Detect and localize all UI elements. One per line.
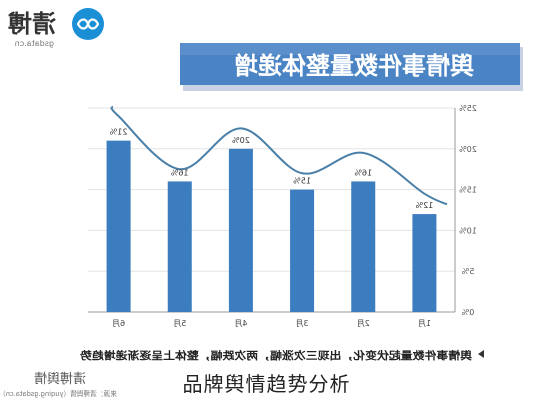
x-tick-label-wrap: 4月 [234, 319, 247, 328]
x-tick-label-wrap: 1月 [418, 319, 431, 328]
bar [290, 189, 315, 312]
y-tick-label: 25% [459, 104, 477, 113]
image-caption: 品牌舆情趋势分析 [182, 372, 351, 396]
x-tick-label: 2月 [357, 319, 370, 328]
y-tick-label: 5% [461, 267, 474, 276]
y-tick-label: 15% [459, 186, 477, 195]
y-tick-label-wrap: 25% [459, 104, 477, 113]
x-tick-label-wrap: 3月 [296, 319, 309, 328]
note-text: 舆情事件数量起伏变化，出现三次涨幅，两次跌幅，整体上呈逐渐递增趋势 [79, 349, 472, 362]
note-arrow-icon [478, 350, 484, 358]
infinity-logo-glyph [76, 18, 100, 30]
watermark-text: 清博舆情 [34, 372, 86, 387]
plot-area: 0% 5% 10% 15% 20% 25% 21% 16% 20% 15% 16% 12% 6月 5月 4月… [88, 104, 477, 328]
bar [412, 214, 437, 312]
y-tick-label-wrap: 5% [461, 267, 474, 276]
x-tick-label: 6月 [112, 319, 125, 328]
x-tick-label-wrap: 2月 [357, 319, 370, 328]
bar-value-label: 21% [109, 128, 127, 137]
chart-title: 舆情事件数量整体递增 [234, 52, 474, 80]
x-tick-label: 1月 [418, 319, 431, 328]
y-tick-label-wrap: 0% [461, 308, 474, 317]
trend-line [110, 105, 448, 206]
title-bar-highlight [180, 43, 520, 55]
y-tick-label: 10% [459, 226, 477, 235]
y-tick-label-wrap: 15% [459, 186, 477, 195]
source-text: 来源：清博舆情（yuqing.gsdata.cn） [0, 389, 117, 398]
bar [167, 181, 192, 312]
x-tick-label: 4月 [234, 319, 247, 328]
chart-note: 舆情事件数量起伏变化，出现三次涨幅，两次跌幅，整体上呈逐渐递增趋势 [79, 349, 484, 362]
bar-value-label-wrap: 15% [293, 177, 311, 186]
bar-value-label-wrap: 21% [109, 128, 127, 137]
x-tick-label-wrap: 5月 [173, 319, 186, 328]
bar-value-label-wrap: 12% [415, 201, 433, 210]
x-tick-label: 5月 [173, 319, 186, 328]
chart-title-banner: 舆情事件数量整体递增 [180, 43, 523, 91]
y-tick-label-wrap: 10% [459, 226, 477, 235]
bar-value-label: 12% [415, 201, 433, 210]
bar-value-label-wrap: 16% [354, 168, 372, 177]
bar-value-label: 20% [232, 136, 250, 145]
footer-watermark: 清博舆情 来源：清博舆情（yuqing.gsdata.cn） [0, 372, 117, 398]
x-tick-label: 3月 [296, 319, 309, 328]
brand-domain: gsdata.cn [15, 39, 54, 48]
bar-value-label: 16% [354, 168, 372, 177]
bar-value-label: 16% [170, 168, 188, 177]
bar [228, 148, 253, 312]
bar-value-label-wrap: 20% [232, 136, 250, 145]
brand-logo: 清博 gsdata.cn [8, 8, 104, 48]
y-tick-label-wrap: 20% [459, 145, 477, 154]
bar-value-label: 15% [293, 177, 311, 186]
bar [351, 181, 376, 312]
bar-value-label-wrap: 16% [170, 168, 188, 177]
brand-name: 清博 [8, 10, 56, 38]
y-tick-label: 20% [459, 145, 477, 154]
y-tick-label: 0% [461, 308, 474, 317]
bar [106, 140, 131, 312]
x-tick-label-wrap: 6月 [112, 319, 125, 328]
